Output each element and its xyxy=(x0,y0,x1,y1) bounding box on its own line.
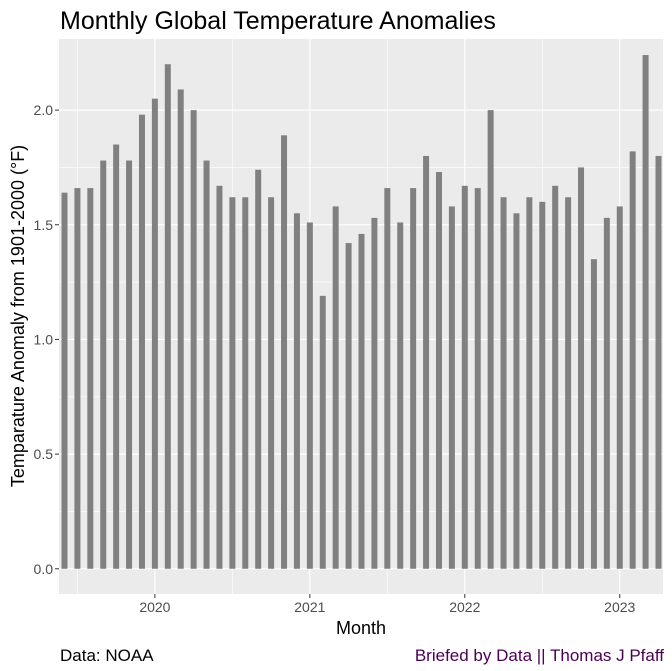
x-tick-label: 2022 xyxy=(449,599,480,615)
bar xyxy=(229,197,236,569)
bar xyxy=(487,110,494,569)
bar-series xyxy=(61,55,662,569)
bar xyxy=(590,259,597,569)
x-tick-label: 2021 xyxy=(294,599,325,615)
bar xyxy=(332,206,339,569)
bar xyxy=(629,151,636,569)
bar xyxy=(603,217,610,569)
bar xyxy=(642,55,649,569)
bar xyxy=(268,197,275,569)
bar xyxy=(126,160,133,569)
bar xyxy=(474,188,481,569)
bar xyxy=(100,160,107,569)
y-tick-label: 1.0 xyxy=(34,331,54,347)
bar xyxy=(306,222,313,569)
x-tick-label: 2023 xyxy=(604,599,635,615)
bar xyxy=(578,167,585,569)
bar xyxy=(190,110,197,569)
bar xyxy=(565,197,572,569)
bar xyxy=(358,233,365,569)
bar xyxy=(397,222,404,569)
x-axis-title: Month xyxy=(336,618,386,638)
bar xyxy=(526,197,533,569)
bar xyxy=(655,155,662,569)
caption-source: Data: NOAA xyxy=(60,646,154,665)
y-tick-label: 0.0 xyxy=(34,561,54,577)
y-tick-label: 0.5 xyxy=(34,446,54,462)
bar xyxy=(500,197,507,569)
bar xyxy=(203,160,210,569)
bar xyxy=(345,243,352,569)
bar xyxy=(423,155,430,569)
bar xyxy=(384,188,391,569)
caption-credit: Briefed by Data || Thomas J Pfaff xyxy=(415,646,664,665)
bar xyxy=(410,188,417,569)
bar xyxy=(371,217,378,569)
bar xyxy=(61,192,68,569)
bar xyxy=(87,188,94,569)
bar xyxy=(74,188,81,569)
bar xyxy=(448,206,455,569)
bar xyxy=(281,135,288,569)
x-tick-label: 2020 xyxy=(139,599,170,615)
x-axis-ticks: 2020 2021 2022 2023 xyxy=(139,594,636,615)
bar xyxy=(151,98,158,569)
bar xyxy=(293,213,300,569)
bar xyxy=(435,172,442,569)
y-axis-ticks: 0.0 0.5 1.0 1.5 2.0 xyxy=(34,102,59,577)
bar xyxy=(513,213,520,569)
chart-title: Monthly Global Temperature Anomalies xyxy=(60,7,496,35)
bar xyxy=(539,201,546,569)
bar xyxy=(616,206,623,569)
y-tick-label: 2.0 xyxy=(34,102,54,118)
bar xyxy=(177,89,184,569)
bar xyxy=(461,185,468,569)
bar xyxy=(113,144,120,569)
bar xyxy=(216,185,223,569)
bar xyxy=(255,169,262,569)
bar xyxy=(552,185,559,569)
bar xyxy=(138,114,145,569)
y-tick-label: 1.5 xyxy=(34,217,54,233)
bar xyxy=(164,64,171,569)
bar xyxy=(242,197,249,569)
y-axis-title: Temparature Anomaly from 1901-2000 (°F) xyxy=(8,145,28,487)
bar xyxy=(319,295,326,569)
